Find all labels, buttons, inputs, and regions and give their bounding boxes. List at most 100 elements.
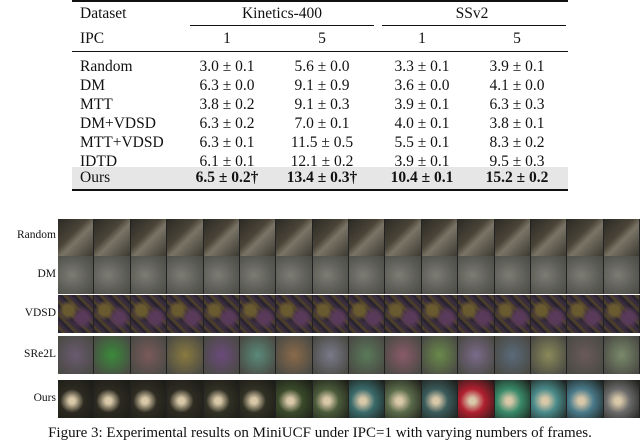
frame-thumbnail (530, 256, 568, 294)
frame-thumbnail (421, 380, 459, 418)
frame-thumbnail (58, 219, 95, 257)
row-label-dm: DM (37, 268, 56, 280)
cell-s1: 10.4 ± 0.1 (390, 169, 454, 186)
frame-thumbnail (567, 336, 604, 374)
table-row: DM 6.3 ± 0.0 9.1 ± 0.9 3.6 ± 0.0 4.1 ± 0… (72, 76, 568, 95)
method-label: MTT+VDSD (80, 134, 164, 151)
cell-s1: 3.3 ± 0.1 (394, 58, 450, 75)
frame-thumbnail (421, 295, 459, 333)
method-label: DM (80, 77, 105, 94)
cell-k5: 11.5 ± 0.5 (290, 134, 354, 151)
frame-thumbnail (603, 336, 640, 374)
frame-thumbnail (421, 256, 459, 294)
cell-s5: 9.5 ± 0.3 (489, 153, 545, 170)
cell-k5: 7.0 ± 0.1 (294, 115, 350, 132)
cell-k5: 13.4 ± 0.3† (286, 169, 358, 186)
strip-dm (58, 256, 640, 294)
frame-thumbnail (494, 336, 531, 374)
frame-thumbnail (458, 336, 495, 374)
cell-s5: 15.2 ± 0.2 (485, 169, 549, 186)
frame-thumbnail (458, 295, 495, 333)
row-label-vdsd: VDSD (24, 307, 56, 319)
frame-thumbnail (58, 256, 95, 294)
bottom-rule (72, 189, 568, 191)
ours-row: Ours 6.5 ± 0.2† 13.4 ± 0.3† 10.4 ± 0.1 1… (72, 167, 568, 189)
frame-thumbnail (494, 219, 531, 257)
frame-thumbnail (567, 295, 604, 333)
frame-thumbnail (494, 256, 531, 294)
frame-thumbnail (567, 219, 604, 257)
table-row: IDTD 6.1 ± 0.1 12.1 ± 0.2 3.9 ± 0.1 9.5 … (72, 152, 568, 171)
cell-s5: 3.8 ± 0.1 (489, 115, 545, 132)
method-label: MTT (80, 96, 113, 113)
frame-thumbnail (167, 256, 204, 294)
frame-thumbnail (421, 219, 459, 257)
frame-thumbnail (203, 295, 240, 333)
cell-s5: 4.1 ± 0.0 (489, 77, 545, 94)
frame-thumbnail (130, 219, 168, 257)
frame-thumbnail (94, 219, 131, 257)
frame-thumbnail (130, 336, 168, 374)
ipc-k5: 5 (318, 30, 326, 47)
top-rule (72, 0, 568, 2)
method-label: IDTD (80, 153, 118, 170)
frame-thumbnail (603, 256, 640, 294)
cell-s5: 6.3 ± 0.3 (489, 96, 545, 113)
frame-thumbnail (385, 295, 422, 333)
frame-thumbnail (276, 295, 313, 333)
frame-thumbnail (603, 219, 640, 257)
table-row: Random 3.0 ± 0.1 5.6 ± 0.0 3.3 ± 0.1 3.9… (72, 57, 568, 76)
frame-thumbnail (494, 295, 531, 333)
frame-thumbnail (312, 219, 349, 257)
cell-k1: 6.5 ± 0.2† (195, 169, 259, 186)
frame-thumbnail (276, 380, 313, 418)
table-row: MTT 3.8 ± 0.2 9.1 ± 0.3 3.9 ± 0.1 6.3 ± … (72, 95, 568, 114)
frame-thumbnail (530, 295, 568, 333)
cell-s5: 3.9 ± 0.1 (489, 58, 545, 75)
ipc-s1: 1 (418, 30, 426, 47)
frame-thumbnail (458, 256, 495, 294)
frame-thumbnail (276, 256, 313, 294)
cell-s1: 3.6 ± 0.0 (394, 77, 450, 94)
cell-k1: 6.1 ± 0.1 (199, 153, 255, 170)
frame-thumbnail (385, 219, 422, 257)
frame-thumbnail (167, 219, 204, 257)
cell-s1: 4.0 ± 0.1 (394, 115, 450, 132)
strip-ours (58, 380, 640, 418)
cell-s5: 8.3 ± 0.2 (489, 134, 545, 151)
frame-thumbnail (494, 380, 531, 418)
header-dataset: Dataset (80, 5, 127, 22)
frame-thumbnail (349, 380, 386, 418)
frame-thumbnail (567, 380, 604, 418)
ipc-k1: 1 (223, 30, 231, 47)
frame-thumbnail (458, 219, 495, 257)
frame-thumbnail (312, 256, 349, 294)
cell-k1: 6.3 ± 0.1 (199, 134, 255, 151)
frame-thumbnail (94, 256, 131, 294)
cmid-rule-ssv2 (382, 25, 566, 26)
frame-thumbnail (458, 380, 495, 418)
cell-k5: 9.1 ± 0.9 (294, 77, 350, 94)
cell-s1: 5.5 ± 0.1 (394, 134, 450, 151)
frame-thumbnail (239, 256, 277, 294)
cell-k5: 9.1 ± 0.3 (294, 96, 350, 113)
frame-thumbnail (603, 295, 640, 333)
strip-vdsd (58, 295, 640, 333)
frame-thumbnail (349, 295, 386, 333)
frame-thumbnail (203, 256, 240, 294)
row-label-ours: Ours (33, 392, 56, 404)
frame-thumbnail (530, 336, 568, 374)
frame-thumbnail (239, 295, 277, 333)
frame-thumbnail (312, 336, 349, 374)
frame-thumbnail (130, 380, 168, 418)
frame-thumbnail (349, 219, 386, 257)
frame-thumbnail (312, 380, 349, 418)
frame-thumbnail (167, 295, 204, 333)
frame-thumbnail (276, 336, 313, 374)
frame-thumbnail (349, 336, 386, 374)
cell-k1: 3.8 ± 0.2 (199, 96, 255, 113)
frame-thumbnail (203, 219, 240, 257)
frame-thumbnail (239, 219, 277, 257)
cell-s1: 3.9 ± 0.1 (394, 96, 450, 113)
ipc-label: IPC (80, 30, 105, 47)
